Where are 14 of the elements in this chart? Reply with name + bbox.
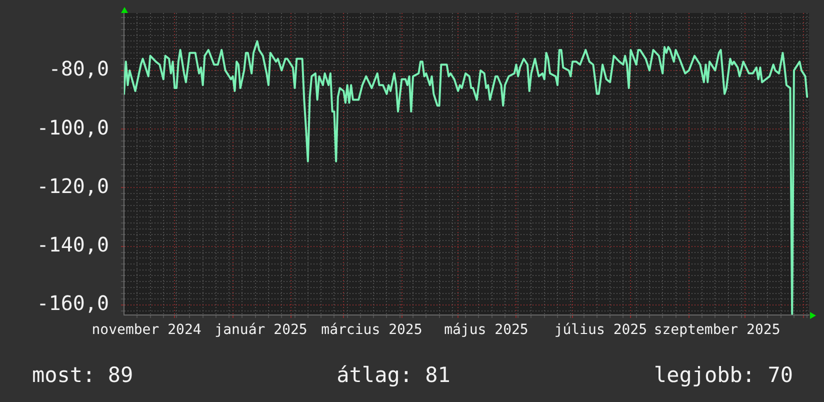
y-tick-label: -100,0	[36, 115, 109, 140]
x-tick-label: január 2025	[214, 322, 308, 338]
x-tick-label: március 2025	[321, 322, 422, 338]
text: legjobb: 70	[654, 362, 793, 388]
text: átlag: 81	[336, 362, 450, 388]
y-tick-label: -120,0	[36, 174, 109, 198]
y-tick-label: -140,0	[36, 232, 109, 257]
y-tick-label: -80,0	[48, 56, 109, 81]
x-tick-label: szeptember 2025	[654, 322, 780, 338]
x-tick-label: május 2025	[444, 322, 528, 338]
x-tick-label: július 2025	[554, 322, 648, 338]
text: most: 89	[32, 362, 134, 388]
y-tick-label: -160,0	[36, 291, 109, 316]
x-tick-label: november 2024	[92, 322, 202, 338]
